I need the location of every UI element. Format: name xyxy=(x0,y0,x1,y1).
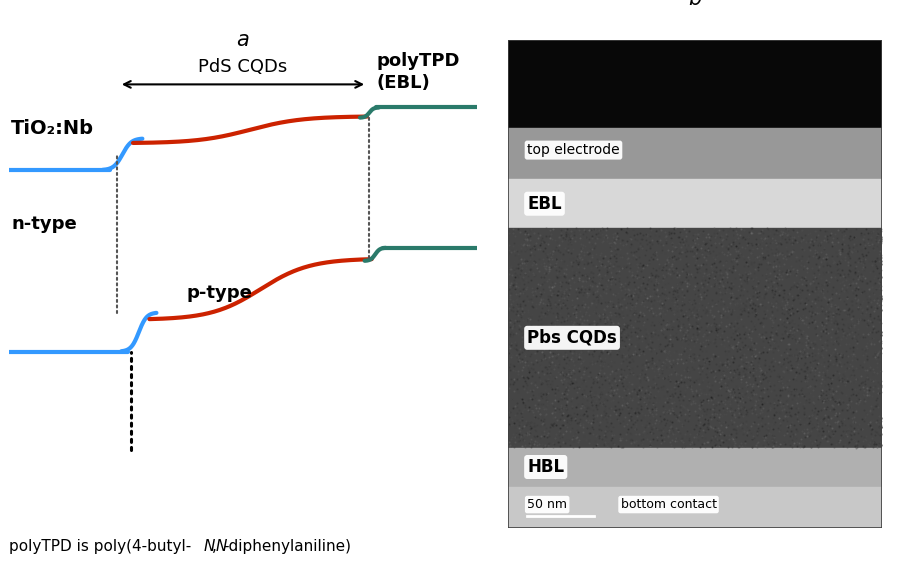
Text: n-type: n-type xyxy=(12,215,77,233)
Text: ,: , xyxy=(212,539,216,554)
Text: -diphenylaniline): -diphenylaniline) xyxy=(223,539,351,554)
Text: EBL: EBL xyxy=(527,194,562,213)
Bar xyxy=(508,228,882,448)
Bar xyxy=(508,40,882,128)
Text: Pbs CQDs: Pbs CQDs xyxy=(527,329,616,347)
Text: TiO₂:Nb: TiO₂:Nb xyxy=(12,119,94,138)
Text: polyTPD
(EBL): polyTPD (EBL) xyxy=(376,52,460,92)
Bar xyxy=(508,448,882,486)
Text: p-type: p-type xyxy=(186,284,253,302)
Bar xyxy=(508,128,882,179)
Text: N: N xyxy=(203,539,215,554)
Text: PdS CQDs: PdS CQDs xyxy=(198,58,288,76)
Bar xyxy=(508,486,882,528)
Text: N: N xyxy=(215,539,227,554)
Text: polyTPD is poly(4-butyl-: polyTPD is poly(4-butyl- xyxy=(9,539,191,554)
Text: 50 nm: 50 nm xyxy=(527,498,567,511)
Bar xyxy=(508,179,882,228)
Text: a: a xyxy=(237,31,249,50)
Text: bottom contact: bottom contact xyxy=(621,498,716,511)
Text: b: b xyxy=(688,0,702,9)
Text: HBL: HBL xyxy=(527,458,564,476)
Text: top electrode: top electrode xyxy=(527,143,620,157)
